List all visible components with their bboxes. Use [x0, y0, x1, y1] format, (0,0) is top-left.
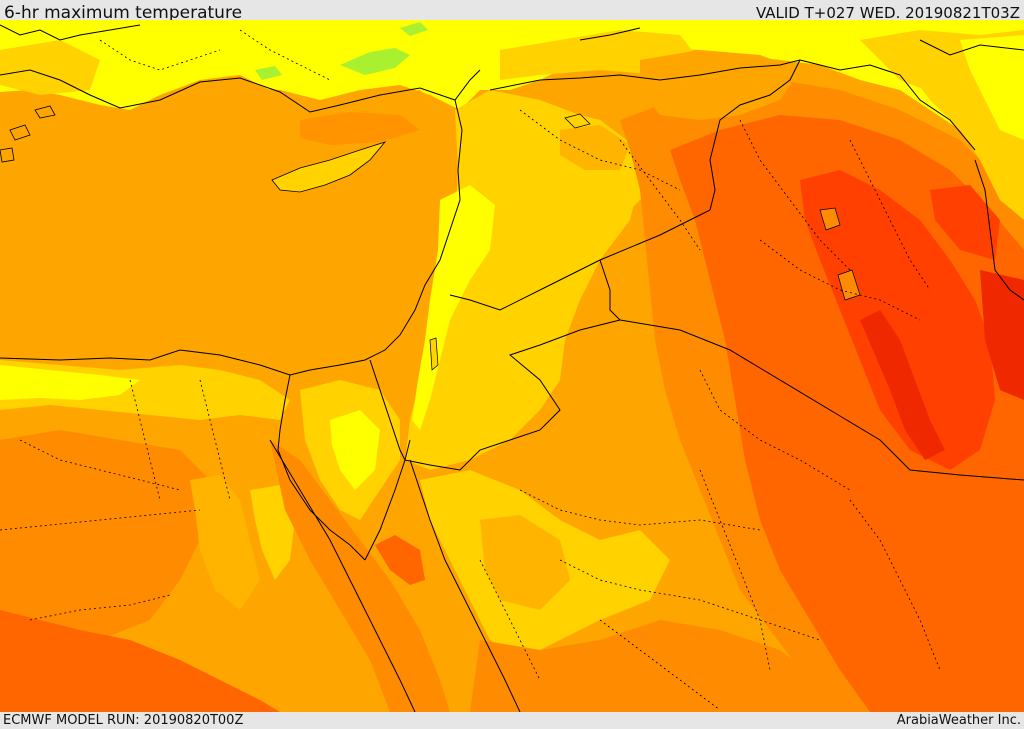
- province-borders: [0, 29, 941, 711]
- red-sea-dark: [270, 440, 450, 712]
- egypt-south-red: [0, 610, 280, 712]
- iraq-red: [800, 170, 995, 470]
- green-spot-1: [340, 48, 410, 75]
- lake-assad: [564, 113, 591, 129]
- egypt-yellow-streak: [250, 485, 295, 580]
- aegean-islands: [0, 105, 56, 163]
- map-header: 6-hr maximum temperature VALID T+027 WED…: [0, 0, 1024, 23]
- iran-border-red: [930, 185, 1000, 260]
- egypt-coast-yellow: [0, 365, 140, 400]
- temperature-map[interactable]: [0, 20, 1024, 712]
- map-canvas: [0, 20, 1024, 712]
- model-run: ECMWF MODEL RUN: 20190820T00Z: [3, 713, 244, 728]
- northern-yellow-band: [0, 20, 1024, 170]
- syria-orange-patch: [560, 125, 630, 170]
- green-spot-2: [255, 66, 282, 80]
- cyprus: [271, 141, 387, 193]
- gulf-of-aqaba-red: [375, 535, 425, 585]
- map-title: 6-hr maximum temperature: [4, 3, 243, 23]
- egypt-interior-dark: [0, 430, 210, 640]
- dead-sea: [429, 337, 439, 371]
- syria-east-orange: [640, 50, 800, 120]
- egypt-gold-streak: [190, 475, 260, 610]
- coastlines: [0, 24, 1024, 712]
- gulf-coast-deep-red: [980, 270, 1024, 400]
- iraq-lake-1: [819, 207, 841, 231]
- eastern-turkey-yellow: [960, 35, 1024, 140]
- valid-time: VALID T+027 WED. 20190821T03Z: [755, 4, 1020, 22]
- mesopotamia-deep-red: [860, 310, 945, 460]
- national-borders: [369, 59, 1024, 481]
- green-spot-3: [400, 22, 428, 36]
- sinai-yellow: [330, 410, 380, 490]
- anatolia-darker: [300, 112, 420, 145]
- south-saudi-dark: [470, 620, 840, 712]
- map-footer: ECMWF MODEL RUN: 20190820T00Z ArabiaWeat…: [0, 712, 1024, 729]
- hijaz-light-orange: [480, 515, 570, 610]
- credit: ArabiaWeather Inc.: [896, 713, 1021, 728]
- north-gold-patch-1: [0, 40, 100, 95]
